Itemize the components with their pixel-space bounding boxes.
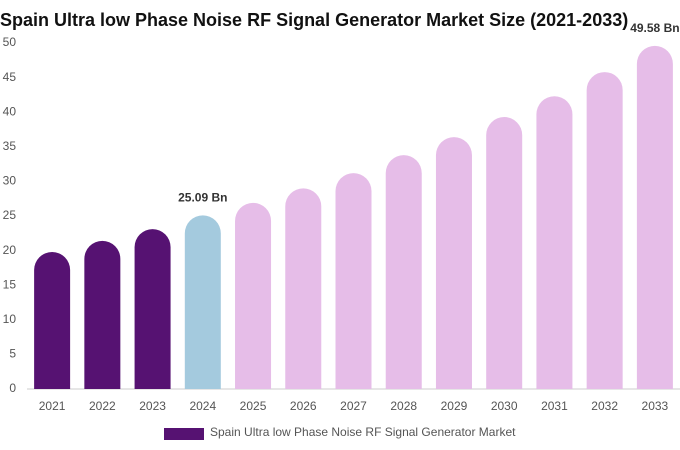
x-tick-label: 2022 — [89, 399, 116, 413]
x-tick-label: 2033 — [642, 399, 669, 413]
x-tick-label: 2026 — [290, 399, 317, 413]
x-tick-label: 2024 — [189, 399, 216, 413]
y-tick-label: 35 — [3, 139, 17, 153]
y-tick-label: 40 — [3, 104, 17, 118]
legend-label: Spain Ultra low Phase Noise RF Signal Ge… — [210, 425, 516, 439]
chart-title: Spain Ultra low Phase Noise RF Signal Ge… — [0, 10, 628, 30]
x-tick-label: 2025 — [240, 399, 267, 413]
y-tick-label: 25 — [3, 208, 17, 222]
x-tick-label: 2021 — [39, 399, 66, 413]
bar — [486, 117, 523, 389]
bar — [134, 229, 171, 389]
x-tick-label: 2031 — [541, 399, 568, 413]
x-tick-label: 2027 — [340, 399, 367, 413]
value-label: 49.58 Bn — [630, 21, 679, 35]
bar — [184, 215, 221, 389]
bar — [335, 173, 372, 389]
y-tick-label: 45 — [3, 70, 17, 84]
bar — [385, 155, 422, 389]
bar — [84, 240, 121, 389]
x-tick-label: 2023 — [139, 399, 166, 413]
y-tick-label: 15 — [3, 277, 17, 291]
bar — [435, 137, 472, 389]
y-tick-label: 5 — [9, 347, 16, 361]
x-tick-label: 2029 — [441, 399, 468, 413]
bar — [235, 202, 272, 389]
y-tick-label: 20 — [3, 243, 17, 257]
bar — [636, 45, 673, 389]
bar — [34, 251, 71, 389]
y-tick-label: 0 — [9, 381, 16, 395]
legend-swatch — [164, 428, 204, 440]
y-tick-label: 30 — [3, 174, 17, 188]
x-tick-label: 2028 — [390, 399, 417, 413]
bar — [285, 188, 322, 389]
x-tick-label: 2030 — [491, 399, 518, 413]
value-label: 25.09 Bn — [178, 191, 227, 205]
bar — [536, 96, 573, 389]
bar — [586, 72, 623, 390]
y-tick-label: 50 — [3, 35, 17, 49]
x-tick-label: 2032 — [591, 399, 618, 413]
y-tick-label: 10 — [3, 312, 17, 326]
